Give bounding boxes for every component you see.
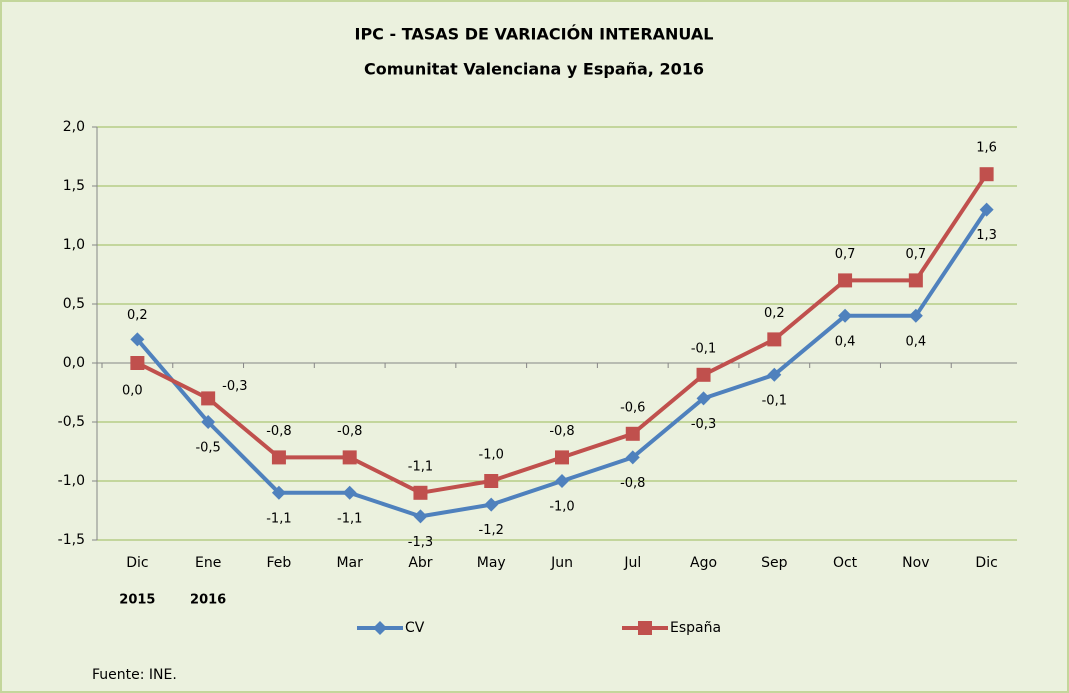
data-label: 0,2	[764, 306, 785, 321]
data-point	[625, 426, 640, 441]
data-point	[696, 367, 711, 382]
x-tick-label: Abr	[408, 555, 432, 571]
data-point	[413, 509, 428, 524]
data-label: -0,8	[549, 424, 574, 439]
y-tick-label: 1,0	[63, 237, 85, 253]
chart-subtitle: Comunitat Valenciana y España, 2016	[364, 60, 704, 79]
data-label: 0,7	[906, 247, 927, 262]
data-point	[201, 391, 216, 406]
data-point	[838, 273, 853, 288]
chart-title: IPC - TASAS DE VARIACIÓN INTERANUAL	[355, 25, 714, 44]
x-tick-label: Ago	[690, 555, 717, 571]
data-point	[625, 450, 640, 465]
data-point	[979, 202, 994, 217]
data-point	[201, 415, 216, 429]
year-label: 2015	[119, 593, 155, 608]
data-label: -1,1	[266, 511, 291, 526]
data-label: -1,2	[479, 523, 504, 538]
data-label: 0,4	[906, 334, 927, 349]
y-tick-label: -1,0	[58, 473, 85, 489]
x-tick-label: Nov	[902, 555, 929, 571]
legend-marker	[638, 621, 652, 635]
data-point	[342, 450, 357, 465]
x-tick-label: Mar	[336, 555, 363, 571]
data-label: 1,3	[976, 228, 997, 243]
y-tick-label: 0,5	[63, 296, 85, 312]
data-label: -1,1	[408, 459, 433, 474]
x-tick-label: Jun	[550, 555, 573, 571]
data-point	[271, 485, 286, 500]
data-label: -0,8	[337, 424, 362, 439]
data-point	[838, 308, 853, 323]
data-point	[908, 308, 923, 323]
y-tick-label: 1,5	[63, 178, 85, 194]
data-label: -0,8	[620, 476, 645, 491]
x-tick-label: Dic	[126, 555, 148, 571]
data-point	[484, 497, 499, 512]
data-point	[271, 450, 286, 465]
data-label: -1,1	[337, 511, 362, 526]
data-label: 0,2	[127, 308, 148, 323]
data-point	[342, 485, 357, 500]
data-point	[130, 356, 145, 370]
data-point	[696, 391, 711, 406]
y-tick-label: 0,0	[63, 355, 85, 371]
data-label: -0,5	[195, 441, 220, 456]
year-label: 2016	[190, 593, 226, 608]
data-point	[979, 167, 994, 182]
x-tick-label: Ene	[195, 555, 221, 571]
data-point	[130, 332, 145, 347]
data-label: -0,3	[691, 417, 716, 432]
data-label: -0,6	[620, 400, 645, 415]
legend-label: España	[670, 620, 721, 636]
data-point	[555, 450, 569, 465]
y-tick-label: 2,0	[63, 119, 85, 135]
data-point	[767, 332, 782, 347]
data-point	[908, 273, 923, 288]
data-point	[555, 474, 569, 488]
data-label: -0,8	[266, 424, 291, 439]
data-label: -0,1	[691, 341, 716, 356]
x-tick-label: Jul	[623, 555, 641, 571]
data-label: 0,0	[122, 384, 143, 399]
x-tick-label: Dic	[975, 555, 997, 571]
data-point	[767, 367, 782, 382]
legend-label: CV	[405, 620, 425, 636]
legend-marker	[373, 621, 387, 635]
data-label: 0,4	[835, 334, 856, 349]
data-point	[413, 485, 428, 500]
source-note: Fuente: INE.	[92, 667, 177, 683]
data-label: -0,3	[222, 379, 247, 394]
y-tick-label: -1,5	[58, 532, 85, 548]
data-label: 0,7	[835, 247, 856, 262]
data-point	[484, 474, 499, 488]
data-label: 1,6	[976, 141, 997, 156]
x-tick-label: Sep	[761, 555, 788, 571]
data-label: -0,1	[762, 393, 787, 408]
y-tick-label: -0,5	[58, 414, 85, 430]
x-tick-label: May	[477, 555, 506, 571]
data-label: -1,0	[479, 448, 504, 463]
data-label: -1,3	[408, 535, 433, 550]
x-tick-label: Feb	[267, 555, 292, 571]
x-tick-label: Oct	[833, 555, 858, 571]
data-label: -1,0	[549, 500, 574, 515]
